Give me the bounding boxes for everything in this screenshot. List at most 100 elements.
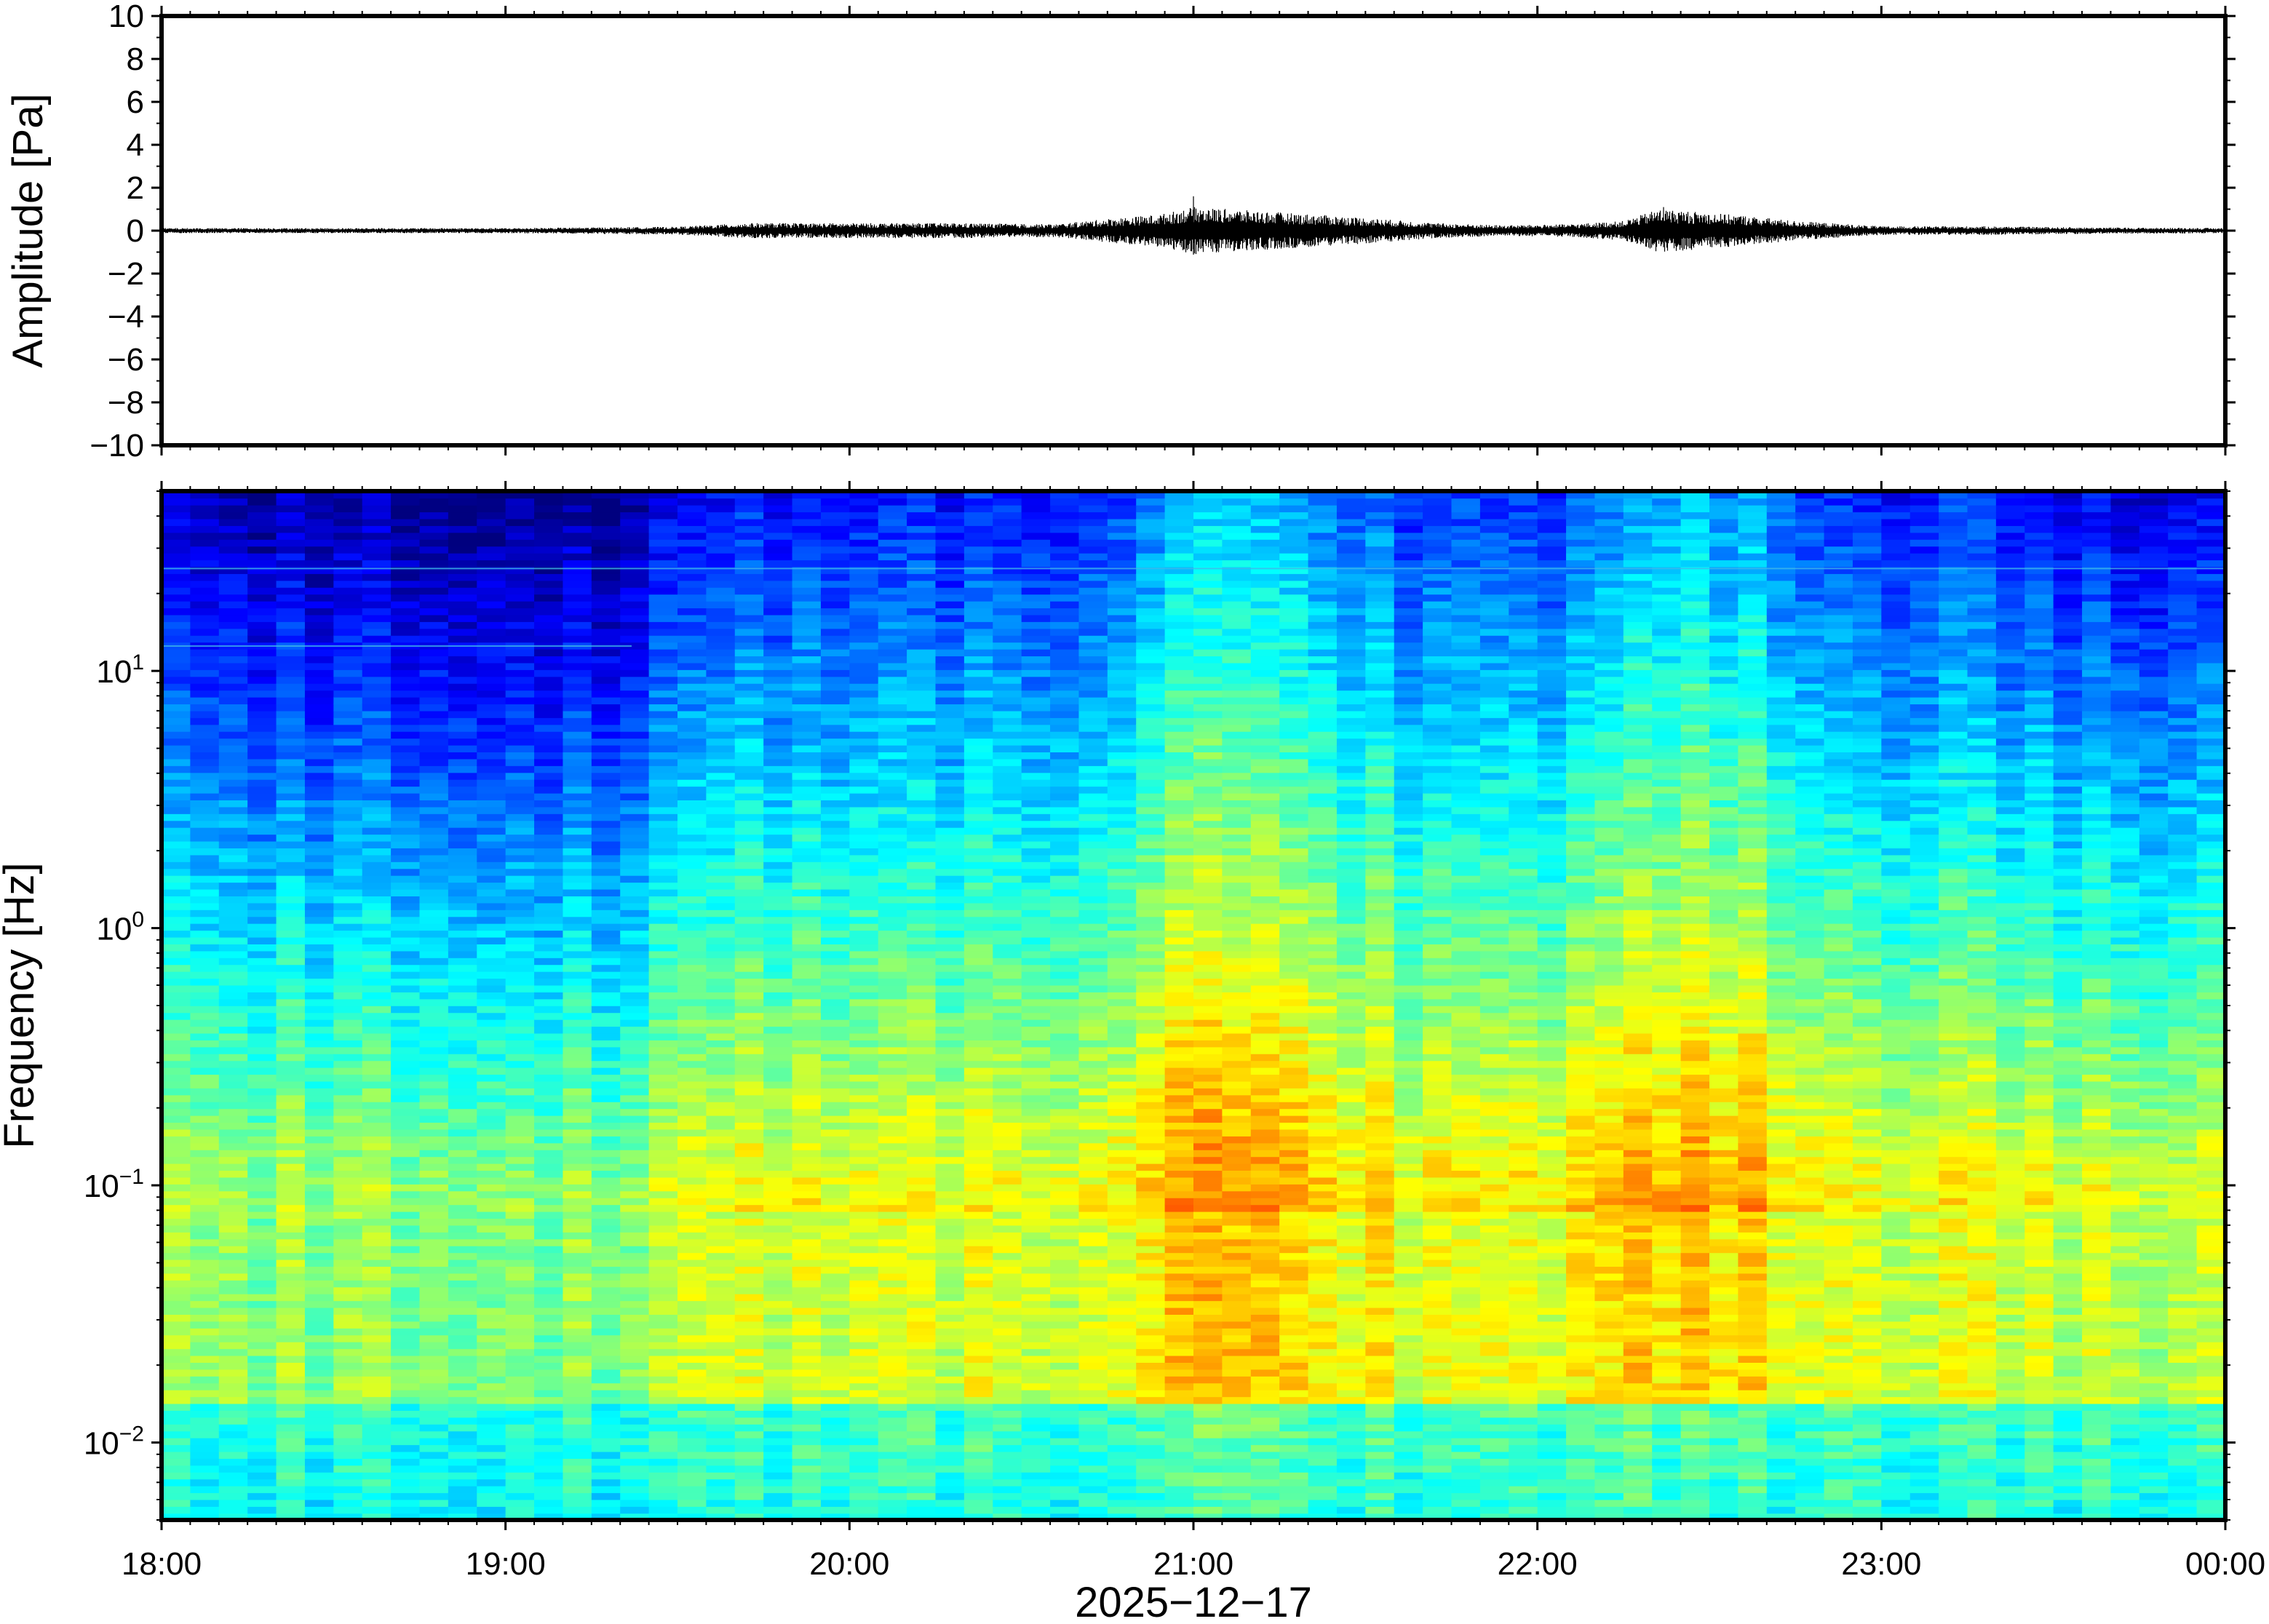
spectrogram-cell bbox=[419, 1417, 449, 1425]
spectrogram-cell bbox=[362, 731, 392, 739]
spectrogram-cell bbox=[477, 1156, 506, 1164]
waveform-ytick-label: 2 bbox=[127, 170, 144, 206]
spectrogram-cell bbox=[648, 724, 678, 732]
spectrogram-cell bbox=[276, 1458, 306, 1466]
spectrogram-cell bbox=[477, 682, 506, 691]
spectrogram-cell bbox=[477, 1053, 506, 1062]
spectrogram-cell bbox=[878, 580, 907, 588]
spectrogram-cell bbox=[620, 552, 650, 561]
spectrogram-cell bbox=[391, 628, 421, 636]
spectrogram-cell bbox=[620, 1149, 650, 1158]
spectrogram-cell bbox=[734, 1156, 764, 1164]
spectrogram-cell bbox=[993, 978, 1022, 986]
spectrogram-cell bbox=[477, 1485, 506, 1494]
spectrogram-cell bbox=[218, 1314, 248, 1322]
spectrogram-cell bbox=[247, 964, 277, 972]
spectrogram-cell bbox=[849, 779, 879, 787]
spectrogram-cell bbox=[333, 1396, 363, 1404]
spectrogram-cell bbox=[878, 1040, 907, 1048]
spectrogram-cell bbox=[247, 1300, 277, 1308]
spectrogram-cell bbox=[1050, 1094, 1080, 1102]
spectrogram-cell bbox=[763, 1314, 793, 1322]
spectrogram-cell bbox=[218, 586, 248, 595]
spectrogram-cell bbox=[907, 1006, 937, 1014]
spectrogram-cell bbox=[419, 827, 449, 835]
spectrogram-cell bbox=[648, 552, 678, 561]
spectrogram-cell bbox=[448, 538, 478, 547]
spectrogram-cell bbox=[448, 1478, 478, 1486]
spectrogram-cell bbox=[677, 676, 707, 684]
spectrogram-cell bbox=[534, 1465, 564, 1473]
spectrogram-cell bbox=[734, 614, 764, 622]
spectrogram-cell bbox=[993, 1184, 1022, 1192]
spectrogram-cell bbox=[534, 1485, 564, 1494]
spectrogram-cell bbox=[276, 1417, 306, 1425]
spectrogram-cell bbox=[419, 1355, 449, 1363]
spectrogram-cell bbox=[190, 813, 220, 821]
spectrogram-cell bbox=[563, 827, 592, 835]
spectrogram-cell bbox=[247, 1122, 277, 1130]
spectrogram-cell bbox=[162, 614, 191, 622]
spectrogram-cell bbox=[763, 806, 793, 814]
spectrogram-cell bbox=[563, 1376, 592, 1384]
spectrogram-cell bbox=[391, 1046, 421, 1054]
spectrogram-cell bbox=[304, 1156, 335, 1164]
spectrogram-cell bbox=[907, 1094, 937, 1102]
spectrogram-cell bbox=[162, 1019, 191, 1027]
spectrogram-cell bbox=[849, 758, 879, 766]
spectrogram-cell bbox=[993, 1362, 1022, 1370]
spectrogram-cell bbox=[362, 1190, 392, 1198]
spectrogram-cell bbox=[792, 1437, 822, 1446]
spectrogram-cell bbox=[276, 738, 306, 746]
spectrogram-cell bbox=[190, 504, 220, 513]
spectrogram-cell bbox=[734, 1204, 764, 1212]
spectrogram-cell bbox=[391, 765, 421, 773]
spectrogram-cell bbox=[419, 1129, 449, 1137]
spectrogram-cell bbox=[190, 1184, 220, 1192]
spectrogram-cell bbox=[218, 1197, 248, 1206]
spectrogram-cell bbox=[362, 1046, 392, 1054]
spectrogram-cell bbox=[677, 1142, 707, 1150]
spectrogram-cell bbox=[304, 731, 335, 739]
spectrogram-cell bbox=[304, 779, 335, 787]
spectrogram-cell bbox=[362, 1218, 392, 1226]
spectrogram-cell bbox=[734, 1307, 764, 1315]
spectrogram-cell bbox=[419, 586, 449, 595]
spectrogram-cell bbox=[391, 1389, 421, 1398]
spectrogram-cell bbox=[247, 1362, 277, 1370]
spectrogram-cell bbox=[993, 498, 1022, 506]
spectrogram-cell bbox=[505, 1485, 535, 1494]
spectrogram-cell bbox=[763, 1396, 793, 1404]
spectrogram-cell bbox=[706, 1430, 736, 1438]
spectrogram-cell bbox=[820, 1403, 851, 1411]
spectrogram-cell bbox=[477, 800, 506, 808]
spectrogram-cell bbox=[391, 504, 421, 513]
spectrogram-cell bbox=[362, 676, 392, 684]
spectrogram-cell bbox=[993, 984, 1022, 992]
spectrogram-cell bbox=[1050, 1088, 1080, 1096]
spectrogram-cell bbox=[276, 1321, 306, 1329]
spectrogram-cell bbox=[935, 916, 965, 924]
spectrogram-cell bbox=[792, 1341, 822, 1350]
spectrogram-cell bbox=[935, 586, 965, 595]
spectrogram-cell bbox=[963, 710, 994, 718]
spectrogram-cell bbox=[935, 1067, 965, 1075]
spectrogram-cell bbox=[849, 930, 879, 938]
spectrogram-cell bbox=[935, 923, 965, 931]
spectrogram-cell bbox=[734, 820, 764, 828]
spectrogram-cell bbox=[362, 840, 392, 848]
spectrogram-cell bbox=[563, 1012, 592, 1020]
spectrogram-cell bbox=[333, 1355, 363, 1363]
spectrogram-cell bbox=[763, 792, 793, 800]
spectrogram-cell bbox=[534, 682, 564, 691]
spectrogram-cell bbox=[190, 1012, 220, 1020]
spectrogram-cell bbox=[734, 765, 764, 773]
spectrogram-cell bbox=[935, 560, 965, 568]
spectrogram-cell bbox=[477, 634, 506, 643]
spectrogram-cell bbox=[648, 1108, 678, 1116]
spectrogram-cell bbox=[907, 1478, 937, 1486]
spectrogram-cell bbox=[706, 1348, 736, 1356]
spectrogram-cell bbox=[218, 958, 248, 966]
spectrogram-cell bbox=[448, 634, 478, 643]
spectrogram-cell bbox=[734, 1444, 764, 1452]
